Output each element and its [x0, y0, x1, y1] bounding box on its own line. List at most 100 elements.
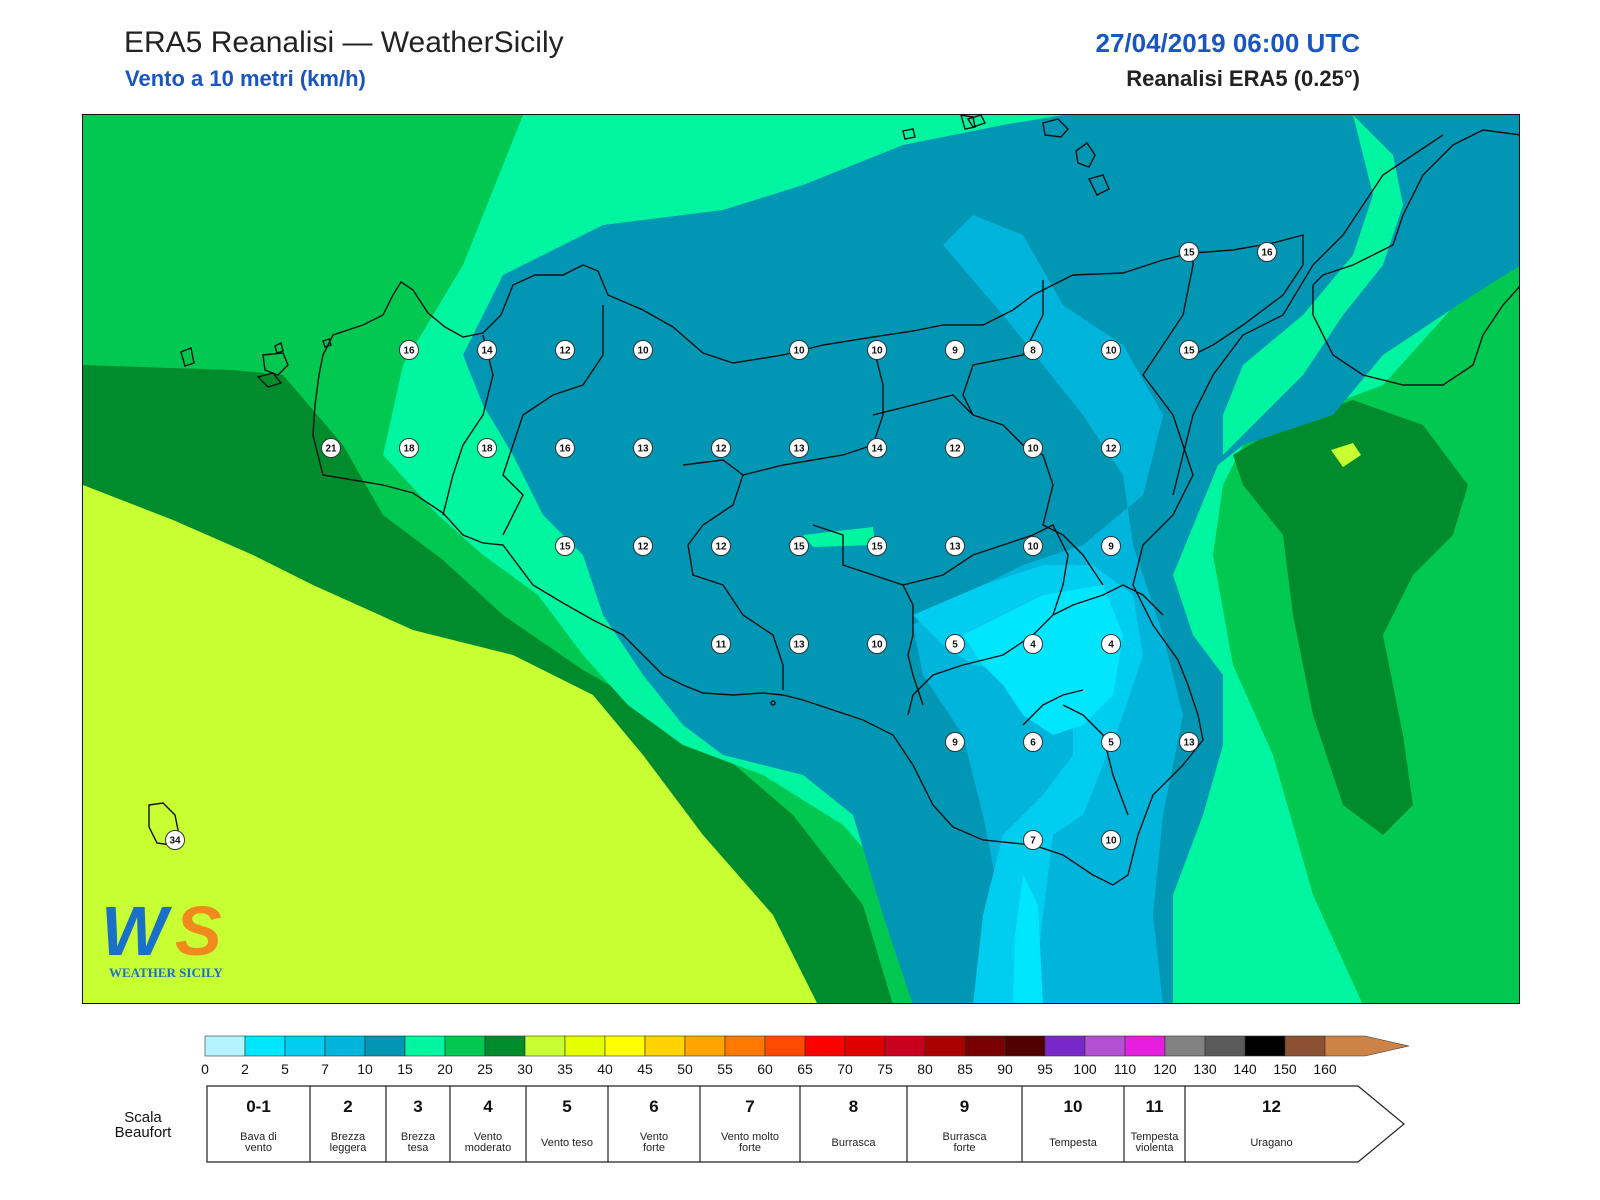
station-wind-value: 14 — [871, 444, 883, 455]
station-marker: 4 — [1101, 634, 1121, 654]
beaufort-number: 10 — [1064, 1097, 1083, 1116]
beaufort-number: 0-1 — [246, 1097, 271, 1116]
station-wind-value: 8 — [1030, 346, 1036, 357]
station-wind-value: 12 — [559, 346, 571, 357]
colorbar-tick-label: 0 — [201, 1061, 209, 1077]
station-circle — [1023, 438, 1043, 458]
colorbar-tick-label: 45 — [637, 1061, 653, 1077]
colorbar-swatch — [644, 1035, 686, 1057]
station-circle — [399, 438, 419, 458]
station-marker: 14 — [867, 438, 887, 458]
colorbar-swatch — [564, 1035, 606, 1057]
colorbar-tick-label: 80 — [917, 1061, 933, 1077]
valid-datetime: 27/04/2019 06:00 UTC — [1095, 28, 1360, 58]
colorbar-swatch — [1324, 1035, 1410, 1057]
beaufort-number: 11 — [1146, 1097, 1164, 1116]
station-wind-value: 13 — [793, 640, 805, 651]
colorbar-tick-label: 90 — [997, 1061, 1013, 1077]
station-wind-value: 34 — [169, 836, 181, 847]
beaufort-name: Tempesta — [1049, 1137, 1098, 1149]
station-circle — [945, 536, 965, 556]
colorbar-swatch — [764, 1035, 806, 1057]
station-marker: 10 — [1101, 340, 1121, 360]
colorbar-tick-label: 30 — [517, 1061, 533, 1077]
map-subtitle: Vento a 10 metri (km/h) — [125, 66, 366, 91]
station-circle — [945, 732, 965, 752]
colorbar-swatch — [724, 1035, 766, 1057]
beaufort-number: 7 — [745, 1097, 754, 1116]
station-marker: 12 — [633, 536, 653, 556]
station-circle — [1101, 340, 1121, 360]
station-wind-value: 15 — [559, 542, 571, 553]
wind-band-south-2-5 — [1013, 875, 1043, 1003]
colorbar-tick-label: 120 — [1153, 1061, 1177, 1077]
station-marker: 10 — [867, 634, 887, 654]
station-marker: 12 — [945, 438, 965, 458]
colorbar-swatch — [1084, 1035, 1126, 1057]
station-wind-value: 16 — [403, 346, 415, 357]
station-wind-value: 13 — [637, 444, 649, 455]
station-markers: 16 14 12 10 10 10 9 8 10 15 21 18 18 16 13 12 13 14 12 10 12… — [165, 242, 1277, 850]
beaufort-number: 12 — [1262, 1097, 1281, 1116]
map-title: ERA5 Reanalisi — WeatherSicily — [124, 26, 564, 59]
beaufort-number: 5 — [562, 1097, 571, 1116]
colorbar-swatch — [484, 1035, 526, 1057]
colorbar-tick-label: 55 — [717, 1061, 733, 1077]
colorbar-swatch — [444, 1035, 486, 1057]
station-circle — [1023, 830, 1043, 850]
station-circle — [633, 438, 653, 458]
station-marker: 15 — [867, 536, 887, 556]
colorbar-swatch — [324, 1035, 366, 1057]
station-wind-value: 6 — [1030, 738, 1036, 749]
station-marker: 7 — [1023, 830, 1043, 850]
station-circle — [789, 634, 809, 654]
colorbar-swatch — [604, 1035, 646, 1057]
beaufort-cells: 0-1 Bava di vento 2 Brezza leggera 3 Brezza tesa… — [206, 1085, 1405, 1163]
logo-wordmark: WEATHER SICILY — [109, 965, 223, 980]
colorbar-tick-label: 35 — [557, 1061, 573, 1077]
station-wind-value: 15 — [1183, 248, 1195, 259]
beaufort-name: Tempesta violenta — [1131, 1131, 1180, 1154]
station-circle — [1101, 536, 1121, 556]
station-marker: 15 — [1179, 242, 1199, 262]
station-circle — [711, 634, 731, 654]
station-marker: 10 — [867, 340, 887, 360]
colorbar-swatch — [884, 1035, 926, 1057]
station-wind-value: 10 — [1105, 346, 1117, 357]
station-circle — [477, 438, 497, 458]
beaufort-name: Uragano — [1250, 1137, 1292, 1149]
station-marker: 15 — [1179, 340, 1199, 360]
station-marker: 15 — [555, 536, 575, 556]
colorbar-swatch — [684, 1035, 726, 1057]
station-circle — [1179, 732, 1199, 752]
colorbar-swatch — [364, 1035, 406, 1057]
station-marker: 13 — [945, 536, 965, 556]
station-wind-value: 9 — [1108, 542, 1114, 553]
wind-band-east-30-35 — [1331, 443, 1361, 467]
colorbar-swatch — [1004, 1035, 1046, 1057]
logo-mark: W S WEATHER SICILY — [101, 892, 223, 980]
station-marker: 18 — [477, 438, 497, 458]
colorbar-tick-label: 20 — [437, 1061, 453, 1077]
station-wind-value: 13 — [1183, 738, 1195, 749]
station-wind-value: 12 — [949, 444, 961, 455]
beaufort-name: Vento moderato — [465, 1131, 511, 1154]
colorbar-swatch — [844, 1035, 886, 1057]
beaufort-name: Bava di vento — [240, 1131, 277, 1154]
data-source: Reanalisi ERA5 (0.25°) — [1126, 66, 1360, 91]
station-circle — [1023, 634, 1043, 654]
station-marker: 11 — [711, 634, 731, 654]
station-circle — [321, 438, 341, 458]
station-marker: 10 — [633, 340, 653, 360]
station-circle — [399, 340, 419, 360]
beaufort-name: Vento molto forte — [721, 1131, 779, 1154]
station-marker: 8 — [1023, 340, 1043, 360]
beaufort-scale-label: Scala Beaufort — [114, 1109, 172, 1141]
colorbar-swatch — [1164, 1035, 1206, 1057]
beaufort-frame — [206, 1085, 1405, 1163]
colorbar-tick-label: 2 — [241, 1061, 249, 1077]
station-wind-value: 10 — [871, 346, 883, 357]
station-circle — [711, 438, 731, 458]
station-marker: 12 — [711, 536, 731, 556]
station-circle — [945, 340, 965, 360]
